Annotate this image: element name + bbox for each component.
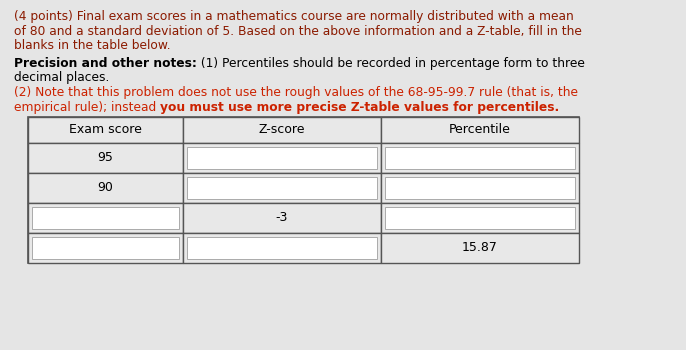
Bar (187, 237, 377, 259)
Text: (4 points) Final exam scores in a mathematics course are normally distributed wi: (4 points) Final exam scores in a mathem… (14, 10, 573, 23)
Bar (187, 176, 377, 198)
Text: 95: 95 (97, 151, 113, 164)
Text: 15.87: 15.87 (462, 241, 498, 254)
Bar (381, 232, 579, 262)
Bar (32, 206, 179, 229)
Bar (381, 142, 579, 173)
Text: you must use more precise Z-table values for percentiles.: you must use more precise Z-table values… (160, 100, 559, 113)
Text: empirical rule); instead: empirical rule); instead (14, 100, 160, 113)
Bar (183, 173, 381, 203)
Bar (385, 206, 575, 229)
Bar (28, 117, 183, 142)
Text: (1) Percentiles should be recorded in percentage form to three: (1) Percentiles should be recorded in pe… (197, 57, 584, 70)
Bar (183, 142, 381, 173)
Bar (381, 173, 579, 203)
Bar (187, 147, 377, 168)
Text: (2) Note that this problem does not use the rough values of the 68-95-99.7 rule : (2) Note that this problem does not use … (14, 86, 578, 99)
Text: Exam score: Exam score (69, 123, 142, 136)
Bar (381, 117, 579, 142)
Bar (28, 173, 183, 203)
Text: -3: -3 (276, 211, 288, 224)
Bar (183, 232, 381, 262)
Text: Percentile: Percentile (449, 123, 511, 136)
Bar (28, 142, 183, 173)
Text: 90: 90 (97, 181, 113, 194)
Bar (183, 117, 381, 142)
Bar (385, 147, 575, 168)
Text: blanks in the table below.: blanks in the table below. (14, 39, 171, 52)
Bar (28, 203, 183, 232)
Bar (381, 203, 579, 232)
Text: of 80 and a standard deviation of 5. Based on the above information and a Z-tabl: of 80 and a standard deviation of 5. Bas… (14, 25, 582, 37)
Text: decimal places.: decimal places. (14, 71, 109, 84)
Bar (28, 232, 183, 262)
Bar (32, 237, 179, 259)
Bar (28, 117, 579, 262)
Bar (385, 176, 575, 198)
Text: Z-score: Z-score (259, 123, 305, 136)
Bar (183, 203, 381, 232)
Text: Precision and other notes:: Precision and other notes: (14, 57, 197, 70)
